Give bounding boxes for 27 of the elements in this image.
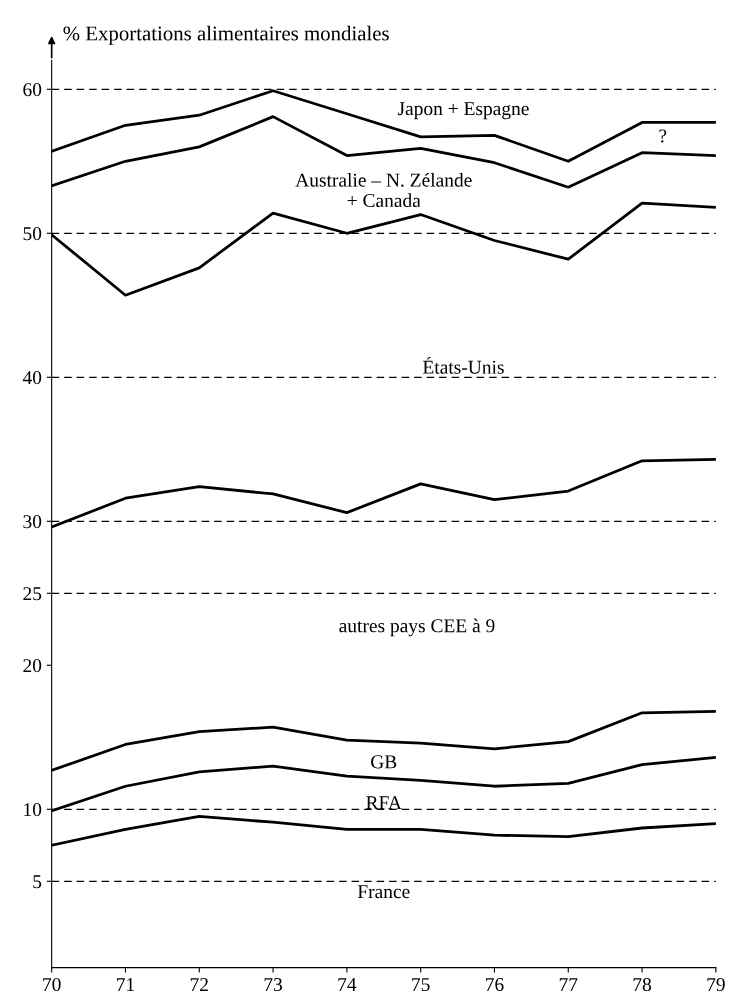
y-tick-label: 50 [23,227,42,241]
annotation: GB [371,755,397,769]
annotation: autres pays CEE à 9 [339,618,495,637]
y-tick-label: 40 [22,371,42,385]
annotation: États-Unis [422,356,504,374]
y-tick-label: 20 [23,659,42,673]
y-tick-label: 10 [24,803,42,817]
y-tick-label: 25 [23,587,42,601]
x-tick-label: 76 [486,978,504,992]
y-tick-label: 30 [23,515,42,529]
x-tick-label: 78 [633,977,652,992]
x-tick-label: 74 [338,978,357,991]
x-tick-label: 71 [117,978,135,991]
annotation: France [357,885,410,899]
x-tick-label: 70 [43,977,61,992]
x-tick-label: 72 [190,978,208,991]
y-axis-title: % Exportations alimentaires mondiales [63,25,389,45]
x-tick-label: 73 [264,978,283,992]
annotation: Australie – N. Zélande + Canada [295,173,472,208]
y-tick-label: 5 [33,875,42,889]
annotation: Japon + Espagne [397,102,529,120]
x-tick-label: 75 [412,978,430,992]
annotation: ? [659,129,667,143]
y-tick-label: 60 [23,83,42,97]
x-tick-label: 77 [559,978,578,991]
annotation: RFA [366,796,402,810]
x-tick-label: 79 [707,978,725,992]
